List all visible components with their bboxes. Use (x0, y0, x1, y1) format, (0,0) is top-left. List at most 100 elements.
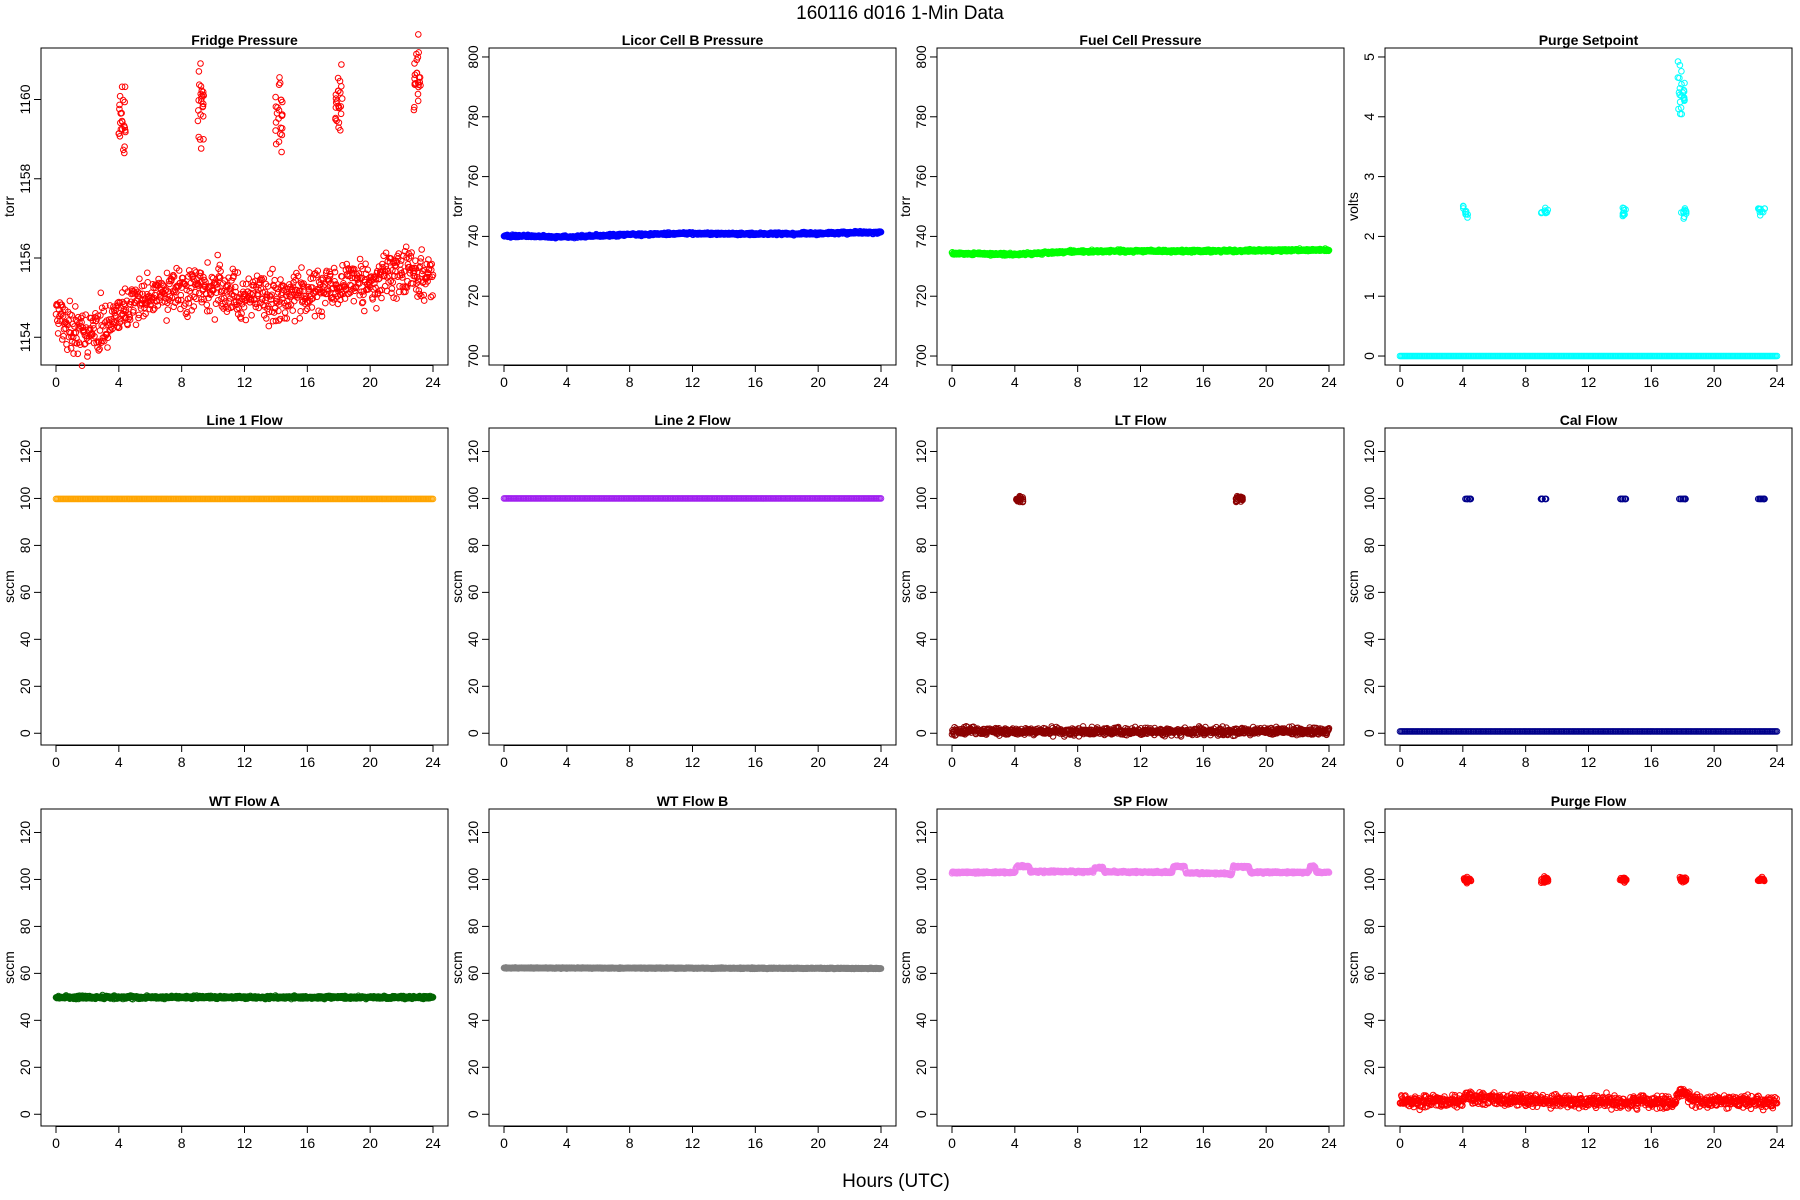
x-tick-label: 0 (500, 374, 508, 390)
figure-title: 160116 d016 1-Min Data (796, 3, 1004, 24)
data-point (428, 260, 436, 268)
data-point (272, 317, 280, 325)
data-point (214, 251, 221, 259)
data-point (278, 125, 286, 132)
data-point (94, 312, 102, 320)
data-point (393, 295, 400, 302)
data-point (84, 349, 92, 356)
x-tick-label: 12 (237, 754, 253, 770)
data-point (364, 266, 372, 274)
data-point (413, 56, 421, 64)
x-tick-label: 4 (115, 754, 123, 770)
data-point (119, 125, 126, 133)
panel-title: Line 1 Flow (206, 412, 282, 428)
data-point (311, 312, 319, 320)
data-point (381, 267, 389, 275)
data-point (416, 74, 424, 81)
x-tick-label: 12 (237, 374, 253, 390)
data-point (111, 309, 118, 317)
data-point (136, 290, 144, 297)
data-point (104, 344, 111, 351)
data-points (948, 492, 1333, 740)
data-point (232, 283, 239, 291)
data-point (168, 294, 176, 302)
data-point (332, 116, 339, 123)
data-point (67, 344, 75, 352)
data-point (62, 325, 69, 332)
data-point (192, 269, 200, 276)
data-point (163, 317, 170, 324)
data-point (177, 296, 185, 304)
data-point (298, 264, 305, 271)
data-point (410, 106, 418, 114)
data-point (411, 81, 419, 88)
data-point (351, 287, 359, 295)
data-point (97, 312, 104, 319)
data-point (296, 287, 304, 295)
data-point (304, 305, 311, 313)
y-tick-label: 40 (465, 631, 481, 647)
data-point (186, 294, 194, 302)
data-point (197, 60, 204, 67)
data-point (203, 307, 211, 315)
data-point (279, 98, 286, 106)
data-point (389, 279, 397, 286)
y-tick-label: 780 (913, 105, 929, 129)
y-tick-label: 800 (465, 45, 481, 69)
data-point (118, 83, 126, 91)
panel-title: Cal Flow (1560, 412, 1618, 428)
y-tick-label: 4 (1361, 113, 1377, 121)
data-point (332, 99, 340, 106)
y-tick-label: 120 (913, 440, 929, 464)
x-tick-label: 24 (425, 374, 441, 390)
data-point (300, 283, 308, 290)
data-point (71, 323, 78, 330)
data-point (211, 316, 219, 323)
data-point (144, 269, 151, 277)
data-point (335, 119, 343, 126)
x-tick-label: 4 (1011, 754, 1019, 770)
data-points (1396, 58, 1781, 360)
y-tick-label: 740 (913, 225, 929, 249)
data-points (500, 227, 885, 242)
data-point (275, 81, 283, 88)
x-tick-label: 4 (563, 374, 571, 390)
data-point (356, 255, 364, 263)
x-tick-label: 4 (1459, 754, 1467, 770)
data-point (121, 83, 129, 91)
data-point (195, 68, 203, 75)
data-point (135, 311, 143, 319)
data-point (162, 286, 170, 294)
data-point (308, 304, 316, 311)
y-tick-label: 800 (913, 45, 929, 69)
data-point (417, 254, 425, 262)
data-point (275, 317, 283, 324)
x-tick-label: 16 (1644, 374, 1660, 390)
data-point (115, 130, 123, 137)
data-point (102, 302, 109, 310)
x-tick-label: 0 (1396, 374, 1404, 390)
x-tick-label: 24 (1321, 374, 1337, 390)
data-point (400, 268, 408, 275)
data-point (146, 305, 154, 313)
data-point (337, 110, 345, 118)
data-point (356, 291, 364, 299)
y-axis-label: torr (1, 196, 17, 217)
data-point (227, 284, 235, 291)
data-point (346, 281, 354, 289)
data-point (427, 293, 435, 301)
data-point (132, 321, 140, 329)
data-point (330, 264, 338, 272)
x-tick-label: 20 (1706, 374, 1722, 390)
y-tick-label: 20 (465, 678, 481, 694)
data-point (203, 301, 211, 309)
x-tick-label: 16 (748, 374, 764, 390)
data-point (268, 291, 276, 299)
data-point (315, 307, 322, 315)
data-point (272, 140, 280, 148)
x-tick-label: 0 (500, 754, 508, 770)
data-point (415, 287, 423, 294)
